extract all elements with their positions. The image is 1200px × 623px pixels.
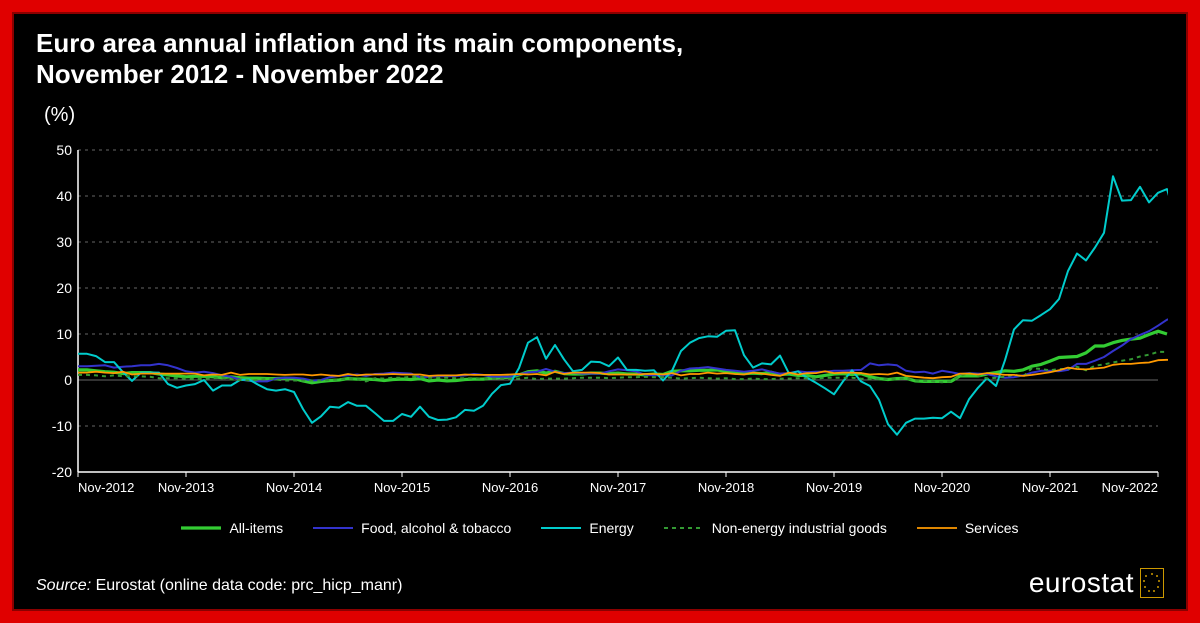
svg-text:Nov-2016: Nov-2016 [482, 480, 538, 495]
svg-text:Nov-2015: Nov-2015 [374, 480, 430, 495]
source-label: Source: [36, 577, 91, 594]
svg-text:Nov-2022: Nov-2022 [1102, 480, 1158, 495]
svg-text:Nov-2019: Nov-2019 [806, 480, 862, 495]
legend-label: Energy [589, 520, 633, 536]
legend-item-all_items: All-items [181, 520, 283, 536]
legend-swatch [181, 523, 221, 533]
legend-swatch [917, 523, 957, 533]
eurostat-flag-icon [1140, 568, 1164, 598]
svg-text:Nov-2018: Nov-2018 [698, 480, 754, 495]
svg-text:20: 20 [56, 280, 72, 296]
legend-item-energy: Energy [541, 520, 633, 536]
svg-text:0: 0 [64, 372, 72, 388]
legend-item-non_energy: Non-energy industrial goods [664, 520, 887, 536]
series-line-energy [78, 176, 1168, 435]
svg-text:Nov-2013: Nov-2013 [158, 480, 214, 495]
svg-text:30: 30 [56, 234, 72, 250]
svg-text:Nov-2012: Nov-2012 [78, 480, 134, 495]
chart-source: Source: Eurostat (online data code: prc_… [36, 577, 402, 595]
legend-item-food: Food, alcohol & tobacco [313, 520, 511, 536]
legend-label: Food, alcohol & tobacco [361, 520, 511, 536]
y-axis-unit: (%) [44, 104, 75, 127]
svg-text:Nov-2020: Nov-2020 [914, 480, 970, 495]
eurostat-logo-text: eurostat [1029, 567, 1134, 599]
svg-text:Nov-2017: Nov-2017 [590, 480, 646, 495]
line-chart: -20 -10 0 10 20 30 40 50 Nov-2012 Nov-2013 Nov-201… [38, 144, 1168, 504]
svg-text:-10: -10 [52, 418, 72, 434]
svg-text:40: 40 [56, 188, 72, 204]
eurostat-logo: eurostat [1029, 567, 1164, 599]
legend-label: All-items [229, 520, 283, 536]
svg-text:-20: -20 [52, 464, 72, 480]
chart-title: Euro area annual inflation and its main … [36, 28, 683, 90]
chart-container: Euro area annual inflation and its main … [12, 12, 1188, 611]
source-text: Eurostat (online data code: prc_hicp_man… [91, 577, 402, 594]
legend-swatch [541, 523, 581, 533]
svg-text:50: 50 [56, 144, 72, 158]
legend-label: Services [965, 520, 1019, 536]
svg-text:Nov-2021: Nov-2021 [1022, 480, 1078, 495]
legend-swatch [313, 523, 353, 533]
legend-label: Non-energy industrial goods [712, 520, 887, 536]
chart-legend: All-items Food, alcohol & tobacco Energy No… [14, 520, 1186, 536]
legend-swatch [664, 523, 704, 533]
legend-item-services: Services [917, 520, 1019, 536]
svg-text:Nov-2014: Nov-2014 [266, 480, 322, 495]
svg-text:10: 10 [56, 326, 72, 342]
